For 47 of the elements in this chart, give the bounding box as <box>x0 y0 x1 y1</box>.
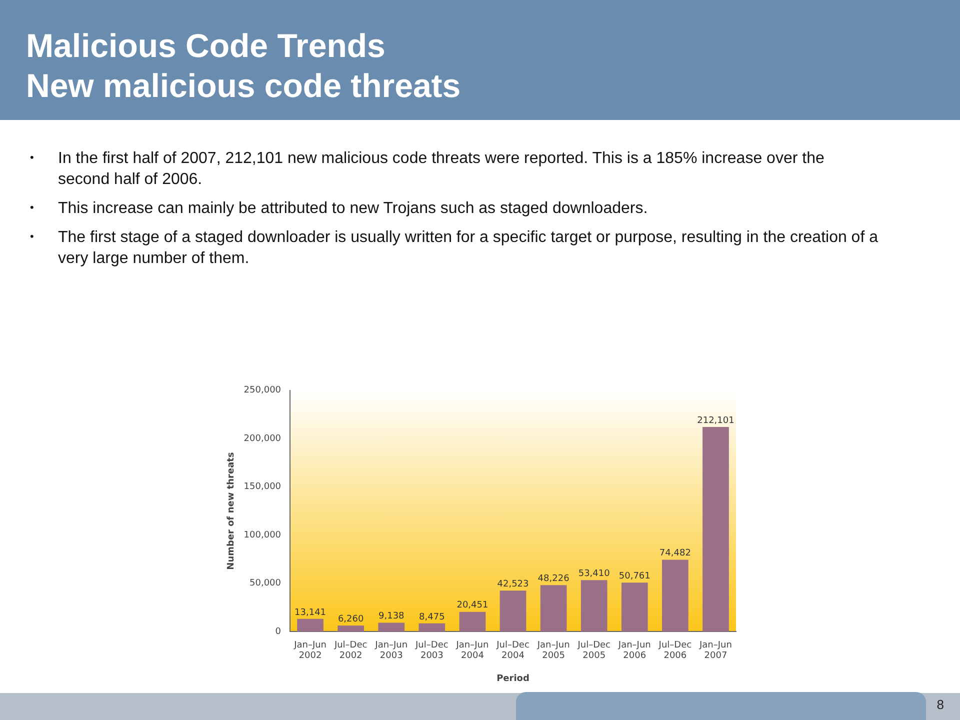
y-tick-label: 200,000 <box>244 434 282 444</box>
x-tick-label: Jan–Jun 2007 <box>698 640 732 662</box>
x-tick-label: Jul–Dec 2005 <box>576 640 611 662</box>
bar <box>459 612 486 632</box>
data-label: 48,226 <box>538 574 570 584</box>
x-tick-label: Jan–Jun 2005 <box>536 640 570 662</box>
x-tick-label: Jan–Jun 2006 <box>617 640 651 662</box>
bar <box>338 626 364 632</box>
x-tick-label: Jul–Dec 2004 <box>496 640 530 662</box>
chart-subtitle: New malicious code threats <box>26 67 461 104</box>
data-label: 20,451 <box>456 600 488 611</box>
y-tick-label: 150,000 <box>244 482 282 492</box>
bar <box>621 582 648 632</box>
x-tick-label: Jan–Jun 2004 <box>455 640 489 662</box>
data-label: 212,101 <box>697 416 734 426</box>
y-axis-title: Number of new threats <box>226 452 237 570</box>
data-label: 6,260 <box>338 614 364 624</box>
data-label: 50,761 <box>618 571 650 582</box>
data-label: 13,141 <box>294 608 326 618</box>
bar <box>500 590 526 632</box>
x-axis-title: Period <box>496 674 530 684</box>
y-tick-label: 100,000 <box>244 530 282 540</box>
text: • This increase can mainly be attributed to new Trojans such as staged downloaders. <box>30 200 648 217</box>
data-label: 53,410 <box>578 568 610 579</box>
bar <box>580 580 608 632</box>
text: 8 <box>936 697 944 712</box>
bar <box>297 618 324 632</box>
x-tick-label: Jul–Dec 2003 <box>414 640 448 662</box>
data-label: 74,482 <box>659 548 691 559</box>
bar <box>378 622 405 632</box>
x-tick-label: Jul–Dec 2006 <box>658 640 692 662</box>
x-tick-label: Jan–Jun 2003 <box>374 640 408 662</box>
bar <box>702 426 729 632</box>
bar <box>418 623 446 632</box>
bar <box>662 560 688 632</box>
bar <box>540 585 567 632</box>
x-tick-label: Jul–Dec 2002 <box>333 640 368 662</box>
data-label: 8,475 <box>419 612 445 622</box>
text: • In the first half of 2007, 212,101 new malicious code threats were reported. This is a 185% increase over the second half of 2006. <box>30 150 824 188</box>
y-tick-label: 50,000 <box>250 578 282 589</box>
data-label: 9,138 <box>378 612 405 622</box>
chart-title: Malicious Code Trends <box>26 27 386 64</box>
y-tick-label: 0 <box>275 626 282 637</box>
x-tick-label: Jan–Jun 2002 <box>293 640 327 662</box>
text: • The first stage of a staged downloader is usually written for a specific target or purpose, resulting in the creation of a very large number of them. <box>30 229 878 267</box>
data-label: 42,523 <box>497 579 529 590</box>
y-tick-label: 250,000 <box>244 386 282 396</box>
